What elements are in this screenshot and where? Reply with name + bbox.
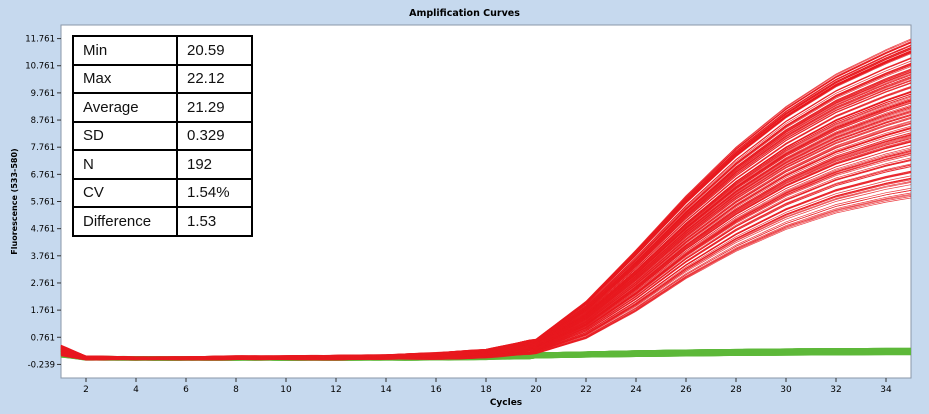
stats-label: Min (72, 35, 178, 66)
x-tick-label: 16 (430, 385, 442, 395)
red-curve (60, 110, 912, 360)
y-tick-label: 9.761 (31, 89, 55, 99)
y-tick-label: 3.761 (31, 252, 55, 262)
y-tick-label: 10.761 (25, 62, 55, 72)
y-tick-label: 1.761 (31, 306, 55, 316)
stats-value: 20.59 (176, 35, 253, 66)
x-tick-label: 22 (580, 385, 591, 395)
x-tick-label: 4 (133, 385, 139, 395)
stats-row-min: Min 20.59 (72, 35, 253, 66)
x-tick-label: 6 (183, 385, 189, 395)
stats-value: 0.329 (176, 120, 253, 151)
stats-label: SD (72, 120, 178, 151)
stats-row-sd: SD 0.329 (72, 120, 253, 151)
x-tick-label: 20 (530, 385, 542, 395)
x-tick-label: 34 (880, 385, 892, 395)
x-tick-label: 2 (83, 385, 89, 395)
stats-value: 192 (176, 149, 253, 180)
x-tick-label: 18 (480, 385, 492, 395)
x-tick-label: 26 (680, 385, 692, 395)
x-tick-label: 28 (730, 385, 742, 395)
x-tick-label: 8 (233, 385, 239, 395)
x-tick-label: 30 (780, 385, 792, 395)
y-tick-label: 2.761 (31, 279, 55, 289)
red-curve (60, 104, 912, 360)
stats-label: CV (72, 177, 178, 208)
y-axis-label: Fluorescence (533-580) (10, 148, 19, 254)
x-axis-label: Cycles (490, 398, 522, 408)
y-tick-label: 7.761 (31, 143, 55, 153)
stats-row-average: Average 21.29 (72, 92, 253, 123)
stats-value: 1.53 (176, 206, 253, 237)
x-tick-label: 10 (280, 385, 292, 395)
stats-table: Min 20.59 Max 22.12 Average 21.29 SD 0.329 N… (72, 35, 253, 237)
stats-value: 21.29 (176, 92, 253, 123)
x-tick-label: 24 (630, 385, 642, 395)
stats-label: Max (72, 63, 178, 94)
x-tick-label: 14 (380, 385, 392, 395)
stats-label: Average (72, 92, 178, 123)
stats-row-max: Max 22.12 (72, 63, 253, 94)
y-tick-label: 11.761 (25, 35, 55, 45)
stats-value: 22.12 (176, 63, 253, 94)
stats-label: N (72, 149, 178, 180)
red-series-group (60, 38, 912, 361)
y-tick-label: 0.761 (31, 333, 55, 343)
x-tick-label: 12 (330, 385, 341, 395)
stats-row-n: N 192 (72, 149, 253, 180)
x-tick-label: 32 (830, 385, 841, 395)
stats-label: Difference (72, 206, 178, 237)
y-tick-label: -0.239 (28, 360, 55, 370)
stats-value: 1.54% (176, 177, 253, 208)
y-tick-label: 5.761 (31, 198, 55, 208)
stats-row-difference: Difference 1.53 (72, 206, 253, 237)
chart-title: Amplification Curves (409, 8, 520, 19)
red-curve (60, 57, 912, 359)
y-tick-label: 6.761 (31, 170, 55, 180)
y-tick-label: 8.761 (31, 116, 55, 126)
y-tick-label: 4.761 (31, 225, 55, 235)
stats-row-cv: CV 1.54% (72, 177, 253, 208)
red-curve (60, 184, 912, 361)
